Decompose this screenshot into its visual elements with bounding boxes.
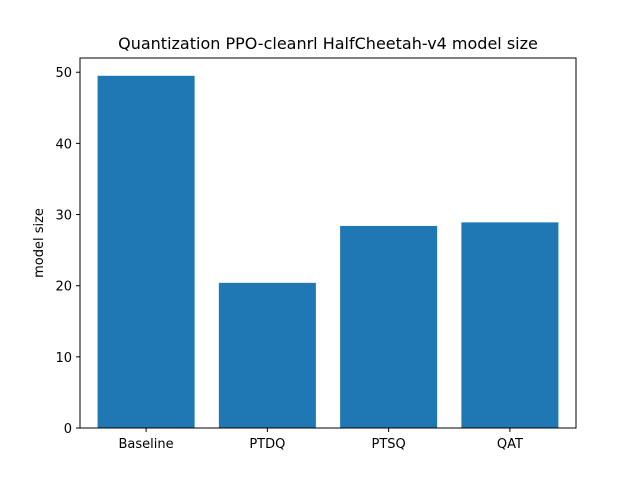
bar-baseline [97,75,195,429]
y-tick-label: 50 [55,66,72,81]
y-axis-label: model size [32,208,47,278]
y-tick-label: 20 [55,280,72,295]
y-tick-label: 40 [55,137,72,152]
bars-group [97,75,559,429]
bar-ptsq [340,225,438,428]
x-axis-ticks: Baseline PTDQ PTSQ QAT [119,428,523,452]
y-tick-label: 10 [55,351,72,366]
bar-qat [461,222,559,428]
y-tick-label: 0 [64,422,72,437]
x-tick-label: PTDQ [249,437,285,452]
plot-frame [79,57,577,429]
x-tick-label: QAT [497,437,523,452]
chart-title: Quantization PPO-cleanrl HalfCheetah-v4 … [118,34,538,53]
y-axis-ticks: 0 10 20 30 40 50 [55,66,80,437]
bar-ptdq [218,282,316,428]
x-tick-label: PTSQ [372,437,406,452]
x-tick-label: Baseline [119,437,174,452]
y-tick-label: 30 [55,209,72,224]
